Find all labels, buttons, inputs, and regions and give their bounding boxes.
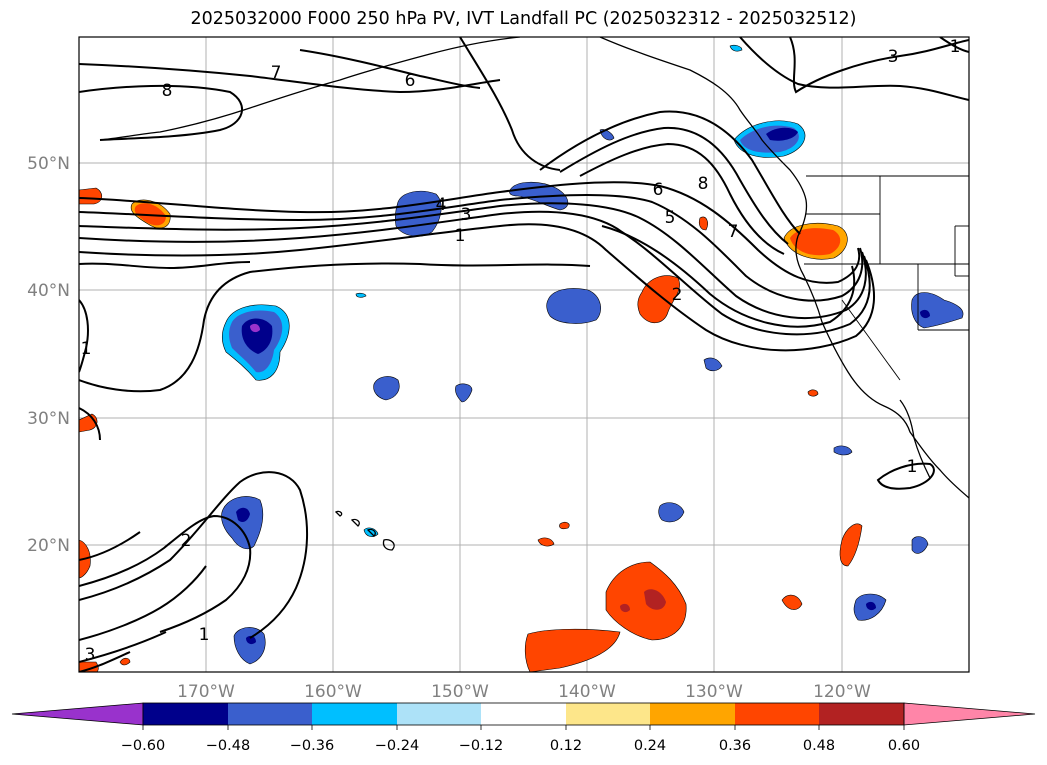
colorbar-segment bbox=[312, 703, 397, 725]
pv-positive-blob-west-2 bbox=[79, 187, 103, 205]
contour-south-4 bbox=[79, 631, 167, 663]
contour-south-2 bbox=[79, 514, 252, 633]
contour-label: 1 bbox=[81, 339, 92, 359]
colorbar-min-extend bbox=[11, 702, 144, 726]
colorbar-segment bbox=[650, 703, 735, 725]
contour-label: 3 bbox=[461, 205, 472, 225]
pv-positive-blob-south-2 bbox=[524, 628, 621, 672]
map-background bbox=[79, 37, 969, 672]
lon-label: 150°W bbox=[431, 682, 489, 702]
contour-south-west bbox=[79, 531, 141, 561]
contour-ne-3 bbox=[789, 37, 969, 94]
contour-jet-1 bbox=[79, 181, 861, 284]
contour-north-8 bbox=[79, 84, 243, 141]
lat-label: 50°N bbox=[27, 154, 70, 174]
contour-label: 1 bbox=[907, 457, 918, 477]
lon-label: 170°W bbox=[177, 682, 235, 702]
contour-ne-4 bbox=[939, 37, 969, 53]
contour-label: 7 bbox=[728, 222, 739, 242]
colorbar: −0.60 −0.48 −0.36 −0.24 −0.12 0.12 0.24 … bbox=[11, 702, 1036, 754]
colorbar-segment bbox=[819, 703, 904, 725]
lat-label: 40°N bbox=[27, 281, 70, 301]
lon-label: 120°W bbox=[813, 682, 871, 702]
contour-jet-3 bbox=[79, 202, 867, 320]
contour-label: 1 bbox=[455, 226, 466, 246]
contour-label: 5 bbox=[665, 208, 676, 228]
lon-label: 130°W bbox=[685, 682, 743, 702]
colorbar-tick-label: 0.60 bbox=[888, 738, 920, 754]
contour-label: 1 bbox=[199, 625, 210, 645]
contour-label: 6 bbox=[405, 71, 416, 91]
contour-east-8 bbox=[539, 110, 801, 235]
colorbar-segment bbox=[228, 703, 312, 725]
contour-label: 3 bbox=[888, 47, 899, 67]
contour-label: 8 bbox=[162, 81, 173, 101]
pv-negative-blob-nevada bbox=[911, 292, 964, 329]
contour-label: 7 bbox=[271, 63, 282, 83]
contour-jet-4 bbox=[79, 210, 871, 336]
contour-label: 2 bbox=[181, 531, 192, 551]
contour-se-1 bbox=[876, 462, 935, 490]
contour-label: 4 bbox=[436, 195, 447, 215]
contour-jet-2 bbox=[79, 194, 864, 302]
lat-label: 30°N bbox=[27, 409, 70, 429]
lat-label: 20°N bbox=[27, 536, 70, 556]
colorbar-segment bbox=[735, 703, 819, 725]
colorbar-tick-label: −0.60 bbox=[121, 738, 165, 754]
lon-label: 140°W bbox=[558, 682, 616, 702]
contour-label: 3 bbox=[85, 645, 96, 665]
coastlines bbox=[99, 37, 969, 551]
contour-far-south bbox=[79, 651, 131, 672]
pv-positive-blob-south-3 bbox=[839, 523, 863, 567]
colorbar-segment bbox=[397, 703, 481, 725]
colorbar-segment bbox=[566, 703, 650, 725]
colorbar-tick-label: 0.48 bbox=[803, 738, 835, 754]
aleutians bbox=[99, 37, 521, 141]
contour-jet-5 bbox=[79, 223, 875, 352]
contour-label: 8 bbox=[698, 174, 709, 194]
colorbar-max-extend bbox=[903, 702, 1036, 726]
pv-negative-blob-140w-38n bbox=[546, 288, 601, 324]
contour-label: 2 bbox=[672, 285, 683, 305]
contour-sw-1 bbox=[79, 407, 101, 441]
contour-north-7 bbox=[79, 63, 501, 94]
contour-loop-1 bbox=[79, 262, 591, 393]
colorbar-tick-label: −0.36 bbox=[290, 738, 334, 754]
colorbar-segment bbox=[481, 703, 566, 725]
baja-coast bbox=[899, 399, 931, 479]
contour-south-3 bbox=[79, 565, 207, 641]
contour-label: 1 bbox=[950, 37, 961, 57]
lon-label: 160°W bbox=[304, 682, 362, 702]
contour-south-1 bbox=[79, 471, 309, 639]
contour-east-6 bbox=[579, 142, 785, 255]
colorbar-tick-label: 0.12 bbox=[550, 738, 582, 754]
colorbar-segment bbox=[143, 703, 228, 725]
colorbar-tick-label: −0.12 bbox=[459, 738, 503, 754]
map-frame bbox=[78, 36, 970, 673]
contour-east-7 bbox=[559, 126, 789, 245]
ivt-contours bbox=[79, 37, 969, 672]
contour-north-6 bbox=[299, 49, 481, 89]
map-title: 2025032000 F000 250 hPa PV, IVT Landfall… bbox=[190, 9, 857, 29]
contour-north-broad bbox=[459, 37, 561, 171]
contour-label: 6 bbox=[653, 180, 664, 200]
colorbar-tick-label: −0.24 bbox=[375, 738, 419, 754]
contour-west-1 bbox=[79, 299, 89, 373]
contour-north-loop bbox=[739, 37, 969, 101]
pv-negative-blob-168w-20n bbox=[221, 496, 264, 550]
colorbar-tick-label: 0.24 bbox=[634, 738, 666, 754]
alaska-coast bbox=[599, 37, 969, 499]
contour-lows-1 bbox=[79, 261, 251, 270]
colorbar-tick-label: −0.48 bbox=[206, 738, 250, 754]
hawaii-islands bbox=[334, 510, 395, 551]
colorbar-tick-label: 0.36 bbox=[719, 738, 751, 754]
political-borders bbox=[804, 175, 969, 381]
contour-jet-6 bbox=[601, 225, 856, 328]
